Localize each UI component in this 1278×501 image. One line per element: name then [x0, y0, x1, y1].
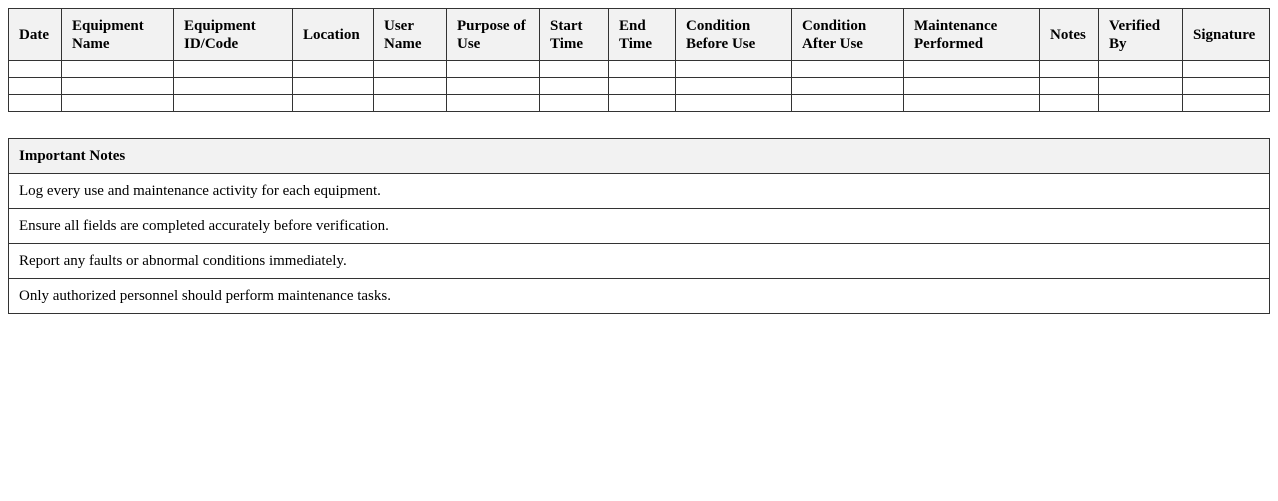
table-row: [8, 60, 1270, 78]
table-cell[interactable]: [1098, 94, 1183, 112]
column-header: Date: [8, 8, 62, 61]
column-header: Verified By: [1098, 8, 1183, 61]
table-cell[interactable]: [173, 94, 293, 112]
table-cell[interactable]: [791, 60, 904, 78]
column-header: Condition After Use: [791, 8, 904, 61]
table-cell[interactable]: [61, 60, 174, 78]
column-header: Location: [292, 8, 374, 61]
table-cell[interactable]: [791, 77, 904, 95]
table-cell[interactable]: [1039, 94, 1099, 112]
table-cell[interactable]: [903, 77, 1040, 95]
table-cell[interactable]: [903, 60, 1040, 78]
table-cell[interactable]: [8, 77, 62, 95]
column-header: Start Time: [539, 8, 609, 61]
table-cell[interactable]: [539, 77, 609, 95]
table-cell[interactable]: [8, 94, 62, 112]
column-header: Maintenance Performed: [903, 8, 1040, 61]
table-cell[interactable]: [8, 60, 62, 78]
table-cell[interactable]: [675, 77, 792, 95]
table-cell[interactable]: [1098, 77, 1183, 95]
table-cell[interactable]: [1098, 60, 1183, 78]
table-cell[interactable]: [1182, 94, 1270, 112]
table-cell[interactable]: [373, 94, 447, 112]
table-cell[interactable]: [446, 77, 540, 95]
table-cell[interactable]: [903, 94, 1040, 112]
table-cell[interactable]: [608, 94, 676, 112]
table-cell[interactable]: [1182, 60, 1270, 78]
column-header: Notes: [1039, 8, 1099, 61]
note-item: Log every use and maintenance activity f…: [9, 174, 1269, 209]
table-cell[interactable]: [292, 77, 374, 95]
column-header: End Time: [608, 8, 676, 61]
column-header: Equipment ID/Code: [173, 8, 293, 61]
table-cell[interactable]: [373, 60, 447, 78]
table-cell[interactable]: [446, 94, 540, 112]
header-row: Date Equipment Name Equipment ID/Code Locat…: [8, 8, 1270, 61]
table-cell[interactable]: [608, 77, 676, 95]
table-cell[interactable]: [539, 60, 609, 78]
table-cell[interactable]: [292, 94, 374, 112]
table-cell[interactable]: [539, 94, 609, 112]
table-cell[interactable]: [1039, 77, 1099, 95]
note-item: Only authorized personnel should perform…: [9, 279, 1269, 314]
table-cell[interactable]: [61, 77, 174, 95]
table-row: [8, 94, 1270, 112]
note-item: Ensure all fields are completed accurate…: [9, 209, 1269, 244]
column-header: Condition Before Use: [675, 8, 792, 61]
table-cell[interactable]: [1039, 60, 1099, 78]
table-cell[interactable]: [675, 60, 792, 78]
column-header: Equipment Name: [61, 8, 174, 61]
important-notes: Important Notes Log every use and mainte…: [8, 138, 1270, 314]
table-cell[interactable]: [791, 94, 904, 112]
table-cell[interactable]: [446, 60, 540, 78]
table-cell[interactable]: [173, 60, 293, 78]
notes-title: Important Notes: [9, 139, 1269, 174]
table-cell[interactable]: [608, 60, 676, 78]
table-row: [8, 77, 1270, 95]
column-header: Purpose of Use: [446, 8, 540, 61]
table-cell[interactable]: [61, 94, 174, 112]
table-cell[interactable]: [373, 77, 447, 95]
table-cell[interactable]: [173, 77, 293, 95]
column-header: User Name: [373, 8, 447, 61]
note-item: Report any faults or abnormal conditions…: [9, 244, 1269, 279]
table-cell[interactable]: [675, 94, 792, 112]
equipment-log-table: Date Equipment Name Equipment ID/Code Locat…: [8, 8, 1270, 112]
column-header: Signature: [1182, 8, 1270, 61]
table-cell[interactable]: [1182, 77, 1270, 95]
table-cell[interactable]: [292, 60, 374, 78]
